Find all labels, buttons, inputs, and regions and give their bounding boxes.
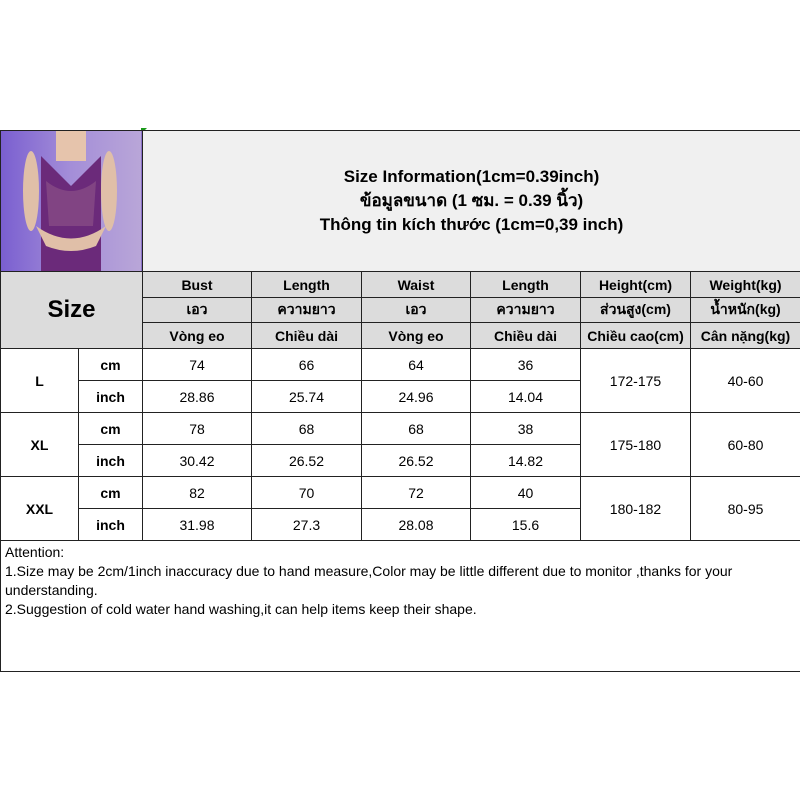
col-header: Weight(kg) [689,271,800,298]
unit-label: inch [78,380,143,413]
unit-label: cm [78,476,143,509]
attention-item: 2.Suggestion of cold water hand washing,… [5,601,477,617]
cell: 28.86 [142,380,252,413]
cell: 68 [361,412,471,445]
cell: 14.04 [470,380,581,413]
title-thai: ข้อมูลขนาด (1 ซม. = 0.39 นิ้ว) [359,191,584,210]
table-row: XL cm 78 68 68 38 175-180 60-80 [0,412,800,477]
col-header: Bust [142,271,252,298]
col-header-vietnamese: Vòng eo [361,322,471,349]
unit-label: cm [78,412,143,445]
cell: 36 [470,348,581,381]
cell: 74 [142,348,252,381]
title-cell: Size Information(1cm=0.39inch) ข้อมูลขนา… [141,130,800,272]
cell: 66 [251,348,362,381]
col-header-thai: ส่วนสูง(cm) [580,297,691,323]
title-english: Size Information(1cm=0.39inch) [343,167,600,186]
col-header: Waist [361,271,471,298]
product-photo [0,130,143,272]
col-header-thai: ความยาว [251,297,362,323]
cell: 64 [361,348,471,381]
col-header-vietnamese: Chiều cao(cm) [580,322,691,349]
col-header-vietnamese: Chiều dài [251,322,362,349]
col-header-vietnamese: Vòng eo [142,322,252,349]
cell: 68 [251,412,362,445]
cell: 25.74 [251,380,362,413]
table-row: inch 30.42 26.52 26.52 14.82 [1,444,800,477]
cell: 28.08 [361,508,471,541]
cell: 40 [470,476,581,509]
cell: 26.52 [361,444,471,477]
size-label: XXL [0,476,79,541]
table-row: inch 28.86 25.74 24.96 14.04 [1,380,800,413]
cell: 14.82 [470,444,581,477]
title-vietnamese: Thông tin kích thước (1cm=0,39 inch) [319,215,624,234]
size-label: L [0,348,79,413]
attention-heading: Attention: [5,544,65,560]
unit-label: inch [78,444,143,477]
table-row: L cm 74 66 64 36 172-175 40-60 [0,348,800,413]
table-row: XXL cm 82 70 72 40 180-182 80-95 [0,476,800,541]
weight-cell: 60-80 [689,412,800,477]
attention-item: 1.Size may be 2cm/1inch inaccuracy due t… [5,563,733,598]
col-header: Height(cm) [580,271,691,298]
col-header: Length [470,271,581,298]
size-header: Size [0,271,143,349]
unit-label: inch [78,508,143,541]
cell: 30.42 [142,444,252,477]
unit-label: cm [78,348,143,381]
col-header-vietnamese: Chiều dài [470,322,581,349]
height-cell: 180-182 [580,476,691,541]
cell: 26.52 [251,444,362,477]
height-cell: 172-175 [580,348,691,413]
size-chart: Size Information(1cm=0.39inch) ข้อมูลขนา… [0,130,800,672]
attention-note: Attention: 1.Size may be 2cm/1inch inacc… [0,540,800,672]
col-header-thai: น้ำหนัก(kg) [689,297,800,323]
weight-cell: 40-60 [689,348,800,413]
cell: 82 [142,476,252,509]
cell: 72 [361,476,471,509]
cell: 78 [142,412,252,445]
col-header-thai: เอว [361,297,471,323]
cell: 27.3 [251,508,362,541]
cell: 24.96 [361,380,471,413]
col-header: Length [251,271,362,298]
size-table: Size Information(1cm=0.39inch) ข้อมูลขนา… [0,130,800,672]
weight-cell: 80-95 [689,476,800,541]
cell: 15.6 [470,508,581,541]
cell: 31.98 [142,508,252,541]
size-label: XL [0,412,79,477]
cell: 38 [470,412,581,445]
col-header-vietnamese: Cân nặng(kg) [689,322,800,349]
col-header-thai: เอว [142,297,252,323]
height-cell: 175-180 [580,412,691,477]
cell: 70 [251,476,362,509]
col-header-thai: ความยาว [470,297,581,323]
